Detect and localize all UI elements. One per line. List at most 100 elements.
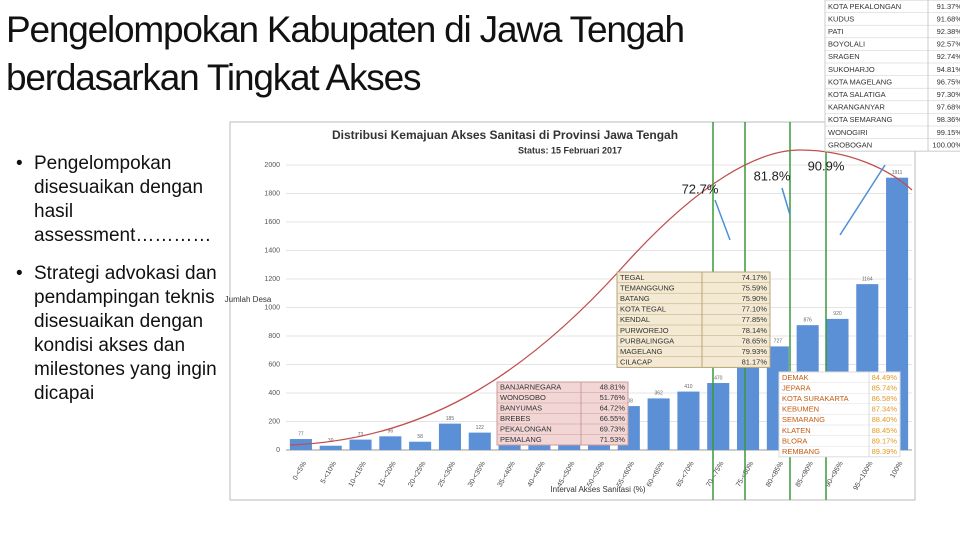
table-value: 88.45% [872, 426, 898, 435]
table-name: BANYUMAS [500, 404, 542, 413]
value-label: 920 [833, 311, 842, 317]
table-name: TEGAL [620, 273, 645, 282]
table-value: 84.49% [872, 373, 898, 382]
table-value: 71.53% [600, 435, 626, 444]
bar [438, 423, 461, 450]
y-tick-label: 1800 [264, 190, 280, 197]
table-name: KEBUMEN [782, 405, 819, 414]
value-label: 470 [714, 375, 723, 381]
table-value: 92.38% [937, 27, 960, 36]
table-value: 79.93% [742, 347, 768, 356]
table-value: 78.14% [742, 326, 768, 335]
y-tick-label: 200 [268, 418, 280, 425]
y-tick-label: 0 [276, 447, 280, 454]
table-name: KUDUS [828, 14, 854, 23]
y-tick-label: 2000 [264, 162, 280, 169]
bar [707, 383, 730, 450]
y-tick-label: 600 [268, 361, 280, 368]
y-tick-label: 1400 [264, 247, 280, 254]
table-value: 89.17% [872, 436, 898, 445]
table-name: SEMARANG [782, 415, 825, 424]
table-name: BATANG [620, 294, 650, 303]
table-name: KOTA SEMARANG [828, 115, 893, 124]
bullet: Pengelompokan disesuaikan dengan hasil a… [14, 152, 229, 248]
table-value: 98.36% [937, 115, 960, 124]
table-name: REMBANG [782, 447, 820, 456]
arrows [714, 164, 886, 241]
bar [677, 391, 700, 450]
value-label: 410 [684, 384, 693, 390]
table-name: SRAGEN [828, 52, 860, 61]
table-value: 100.00% [932, 140, 960, 149]
slide-title: Pengelompokan Kabupaten di Jawa Tengah b… [6, 6, 685, 102]
table-name: PURBALINGGA [620, 336, 674, 345]
table-value: 66.55% [600, 414, 626, 423]
bar [379, 436, 402, 450]
table-value: 75.90% [742, 294, 768, 303]
annotation: 72.7% [682, 181, 719, 196]
table-value: 81.17% [742, 358, 768, 367]
table-name: KENDAL [620, 315, 650, 324]
table-value: 92.57% [937, 40, 960, 49]
table-value: 86.58% [872, 394, 898, 403]
table-value: 51.76% [600, 393, 626, 402]
bar [319, 445, 342, 450]
table-value: 69.73% [600, 425, 626, 434]
value-label: 362 [654, 391, 663, 397]
table-bg [616, 271, 771, 368]
bar [349, 439, 372, 450]
arrow [781, 187, 791, 216]
table-name: SUKOHARJO [828, 65, 875, 74]
bullet-list: Pengelompokan disesuaikan dengan hasil a… [14, 152, 229, 420]
table-name: WONOSOBO [500, 393, 546, 402]
table-name: WONOGIRI [828, 128, 868, 137]
table-value: 77.10% [742, 305, 768, 314]
value-label: 1911 [892, 170, 903, 176]
table-name: KOTA MAGELANG [828, 77, 892, 86]
table-name: KOTA TEGAL [620, 305, 666, 314]
value-label: 185 [446, 416, 455, 422]
value-label: 308 [625, 398, 634, 404]
table-name: KARANGANYAR [828, 103, 886, 112]
table-value: 91.68% [937, 14, 960, 23]
value-label: 876 [803, 317, 812, 323]
table-value: 96.75% [937, 77, 960, 86]
value-label: 727 [774, 339, 783, 345]
table-value: 75.59% [742, 283, 768, 292]
value-label: 73 [358, 432, 364, 438]
table-value: 88.40% [872, 415, 898, 424]
table-name: KOTA SALATIGA [828, 90, 886, 99]
y-tick-label: 1200 [264, 276, 280, 283]
table-value: 78.65% [742, 336, 768, 345]
table-name: CILACAP [620, 358, 652, 367]
x-axis-label: Interval Akses Sanitasi (%) [550, 485, 645, 494]
table-name: KOTA SURAKARTA [782, 394, 849, 403]
table-value: 89.39% [872, 447, 898, 456]
arrow [839, 164, 886, 236]
table-value: 97.30% [937, 90, 960, 99]
value-label: 1164 [862, 276, 873, 282]
table-name: DEMAK [782, 373, 809, 382]
value-label: 77 [298, 431, 304, 437]
y-tick-label: 1600 [264, 219, 280, 226]
table-value: 48.81% [600, 383, 626, 392]
table-value: 77.85% [742, 315, 768, 324]
table-name: PURWOREJO [620, 326, 669, 335]
table-value: 87.34% [872, 405, 898, 414]
table-name: PEMALANG [500, 435, 542, 444]
table-name: KOTA PEKALONGAN [828, 2, 901, 11]
value-label: 122 [476, 425, 485, 431]
y-tick-label: 800 [268, 333, 280, 340]
table-name: BOYOLALI [828, 40, 865, 49]
table-value: 97.68% [937, 103, 960, 112]
table-name: KLATEN [782, 426, 811, 435]
title-line: berdasarkan Tingkat Akses [6, 57, 421, 98]
tables: KOTA PEKALONGAN 91.37% KUDUS 91.68% PATI 92.3… [496, 0, 960, 458]
annotation: 90.9% [808, 158, 845, 173]
table-value: 91.37% [937, 2, 960, 11]
bullet: Strategi advokasi dan pendampingan tekni… [14, 262, 229, 406]
table-value: 99.15% [937, 128, 960, 137]
table-name: TEMANGGUNG [620, 283, 675, 292]
bar [647, 398, 670, 450]
